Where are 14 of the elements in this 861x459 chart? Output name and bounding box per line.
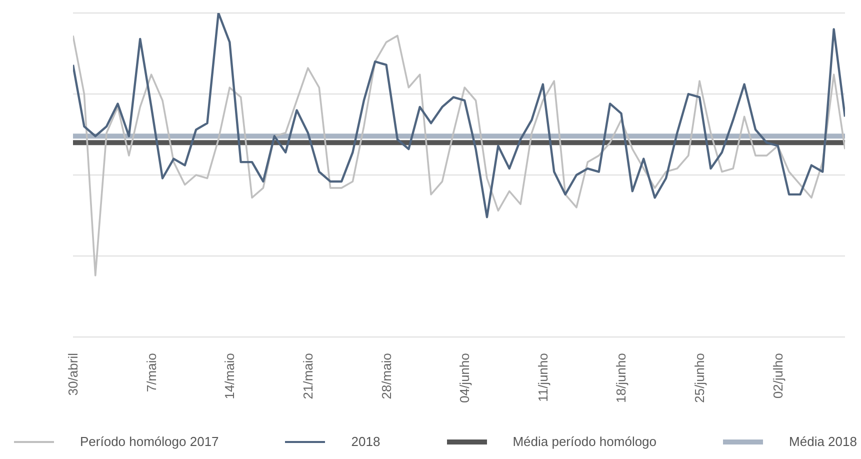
x-tick-label: 21/maio (300, 353, 316, 400)
x-tick-label: 04/junho (457, 353, 472, 403)
legend-label: 2018 (351, 434, 380, 449)
legend-label: Média 2018 (789, 434, 857, 449)
legend-label: Período homólogo 2017 (80, 434, 219, 449)
x-tick-label: 25/junho (692, 353, 708, 403)
legend-label: Média período homólogo (512, 434, 657, 449)
x-tick-label: 28/maio (378, 353, 394, 400)
x-tick-label: 18/junho (614, 353, 629, 403)
x-tick-label: 11/junho (535, 353, 550, 402)
x-tick-label: 30/abril (66, 352, 80, 396)
x-tick-label: 02/julho (770, 353, 786, 399)
x-tick-label: 14/maio (222, 353, 238, 400)
x-tick-label: 7/maio (144, 353, 159, 392)
